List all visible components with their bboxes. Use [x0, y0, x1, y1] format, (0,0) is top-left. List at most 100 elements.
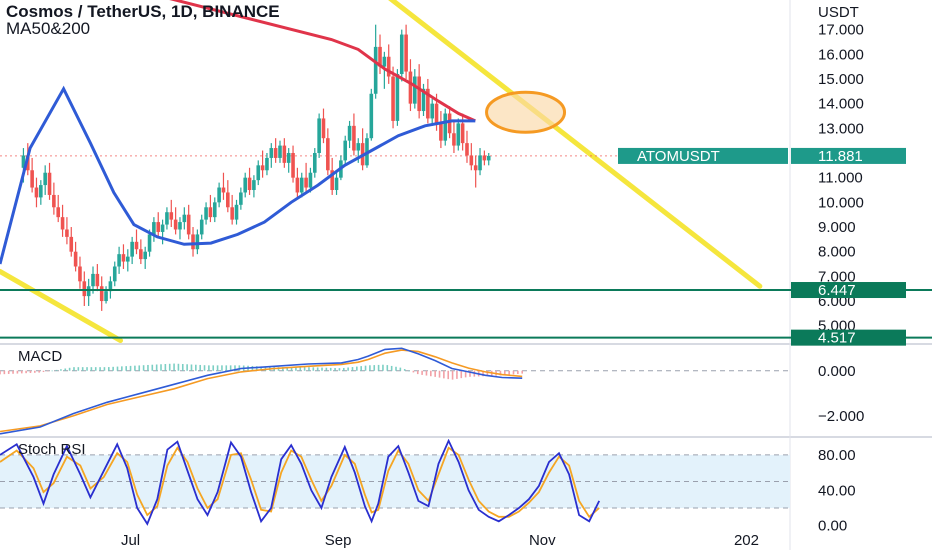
macd-histogram-bar [142, 365, 145, 371]
candle-body [82, 281, 87, 297]
last-price-label-bg [791, 147, 906, 164]
candle-body [408, 71, 413, 104]
macd-histogram-bar [94, 367, 97, 371]
level-label-bg [791, 329, 906, 346]
candle-body [160, 224, 165, 232]
candle-body [330, 170, 334, 191]
candle-body [430, 103, 434, 119]
macd-histogram-bar [107, 367, 110, 371]
candle-body [99, 286, 104, 302]
candle-body [208, 207, 213, 218]
macd-histogram-bar [121, 366, 123, 371]
candle-body [347, 125, 352, 141]
candle-body [452, 133, 456, 146]
macd-histogram-bar [225, 365, 228, 371]
candle-body [173, 219, 178, 230]
macd-histogram-bar [430, 370, 432, 377]
candle-body [260, 165, 265, 171]
macd-histogram-bar [20, 370, 23, 374]
candle-body [156, 222, 161, 232]
candle-body [21, 155, 26, 168]
macd-histogram-bar [299, 367, 302, 371]
candle-body [117, 254, 121, 267]
candle-body [460, 123, 465, 144]
candle-body [304, 177, 308, 188]
macd-histogram-bar [129, 365, 132, 371]
macd-histogram-bar [116, 366, 119, 371]
price-tick-label: 17.000 [818, 22, 864, 39]
candle-body [226, 192, 230, 208]
macd-histogram-bar [3, 370, 6, 375]
symbol-label: ATOMUSDT [637, 148, 720, 165]
macd-histogram-bar [386, 365, 389, 371]
candle-body [221, 187, 226, 193]
candle-body [43, 172, 47, 186]
candle-body [152, 222, 156, 235]
candle-body [65, 229, 69, 237]
price-tick-label: 11.000 [818, 170, 863, 187]
macd-histogram-bar [456, 370, 458, 379]
ma200-line [169, 0, 476, 123]
level-label: 6.447 [818, 282, 856, 299]
macd-histogram-bar [155, 364, 158, 371]
price-tick-label: 15.000 [818, 71, 864, 88]
ma50-line [0, 85, 476, 265]
macd-histogram-bar [308, 367, 310, 371]
macd-histogram-bar [0, 370, 1, 375]
candle-body [291, 152, 295, 178]
macd-histogram-bar [312, 367, 315, 371]
candle-body [421, 88, 426, 112]
macd-histogram-bar [125, 366, 127, 371]
candle-body [273, 148, 278, 158]
macd-histogram-bar [229, 365, 232, 371]
macd-histogram-bar [103, 367, 106, 371]
price-tick-label: 13.000 [818, 120, 864, 137]
macd-histogram-bar [499, 370, 502, 376]
candle-body [143, 251, 147, 260]
macd-histogram-bar [55, 369, 58, 371]
candle-body [230, 207, 234, 220]
main-pane [0, 0, 790, 343]
time-tick-label: 202 [734, 532, 759, 549]
candle-body [56, 207, 61, 218]
macd-histogram-bar [199, 364, 201, 371]
macd-histogram-bar [7, 370, 10, 374]
candle-body [165, 212, 169, 225]
macd-histogram-bar [503, 370, 506, 376]
macd-histogram-bar [408, 370, 410, 372]
candle-body [60, 217, 65, 230]
macd-histogram-bar [338, 368, 341, 371]
stoch-title: Stoch RSI [18, 441, 86, 458]
macd-histogram-bar [356, 366, 358, 371]
candle-body [434, 103, 439, 124]
macd-histogram-bar [412, 370, 415, 373]
candle-body [247, 177, 252, 191]
macd-histogram-bar [138, 365, 141, 371]
level-label-bg [791, 282, 906, 299]
last-price-label: 11.881 [818, 148, 863, 165]
candle-body [343, 140, 348, 161]
highlight-ellipse [485, 90, 567, 134]
macd-line [0, 347, 523, 435]
trendline [0, 268, 124, 343]
stoch-tick-label: 0.00 [818, 518, 847, 535]
macd-tick-label: 0.000 [818, 363, 856, 380]
macd-histogram-bar [203, 365, 206, 371]
price-tick-label: 16.000 [818, 46, 864, 63]
candle-body [391, 76, 395, 121]
macd-histogram-bar [234, 365, 236, 371]
stoch-k-line [0, 439, 601, 526]
axes: 17.000 16.000 15.000 14.000 13.000 11.000 10.0… [0, 22, 932, 549]
macd-histogram-bar [390, 365, 393, 371]
time-tick-label: Nov [529, 532, 556, 549]
candle-body [295, 177, 300, 193]
candle-body [447, 113, 452, 134]
macd-histogram-bar [260, 366, 262, 371]
candle-body [239, 192, 243, 205]
macd-histogram-bar [16, 370, 19, 374]
macd-signal-line [0, 349, 523, 433]
candle-body [30, 170, 34, 188]
macd-histogram-bar [460, 370, 463, 379]
macd-histogram-bar [403, 369, 406, 371]
